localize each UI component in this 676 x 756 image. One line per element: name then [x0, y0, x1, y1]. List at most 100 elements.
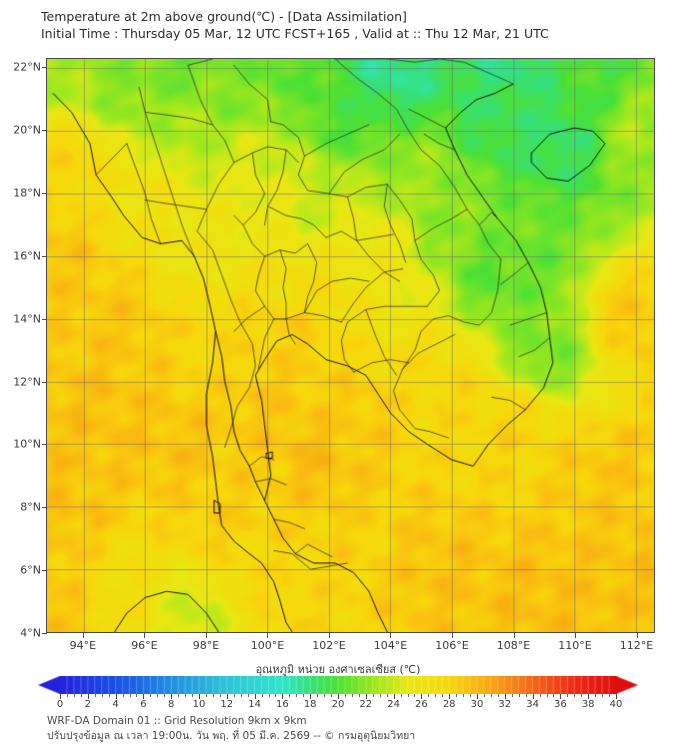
- colorbar-tick: [123, 694, 124, 697]
- colorbar-tick-label: 18: [303, 699, 317, 710]
- colorbar-tick: [394, 694, 395, 699]
- colorbar-tick-label: 0: [56, 699, 64, 710]
- colorbar-tick: [95, 694, 96, 697]
- colorbar-tick: [130, 694, 131, 697]
- lat-tick-mark: [42, 633, 47, 634]
- lat-tick-mark: [42, 319, 47, 320]
- colorbar-tick: [206, 694, 207, 697]
- colorbar-tick: [498, 694, 499, 697]
- colorbar-tick: [609, 694, 610, 697]
- colorbar-tick-label: 26: [415, 699, 428, 710]
- colorbar-tick: [220, 694, 221, 697]
- colorbar-tick: [547, 694, 548, 697]
- colorbar-tick: [234, 694, 235, 697]
- colorbar-tick: [310, 694, 311, 699]
- lon-tick-label: 108°E: [496, 639, 531, 652]
- colorbar-tick: [428, 694, 429, 697]
- colorbar-tick: [185, 694, 186, 697]
- lat-tick-mark: [42, 256, 47, 257]
- lat-tick-mark: [42, 507, 47, 508]
- colorbar-tick: [408, 694, 409, 697]
- colorbar-legend: อุณหภูมิ หน่วย องศาเซลเซียส (℃) 0 2 4 6 8 10 1…: [0, 660, 676, 710]
- colorbar-tick: [373, 694, 374, 697]
- colorbar-tick: [581, 694, 582, 697]
- colorbar-tick: [331, 694, 332, 697]
- lat-tick-mark: [42, 444, 47, 445]
- lon-tick-mark: [575, 633, 576, 638]
- colorbar-tick: [241, 694, 242, 697]
- colorbar-tick: [248, 694, 249, 697]
- lon-tick-label: 112°E: [619, 639, 654, 652]
- model-info: WRF-DA Domain 01 :: Grid Resolution 9km …: [47, 715, 307, 727]
- lon-tick-mark: [83, 633, 84, 638]
- colorbar-tick-label: 8: [168, 699, 175, 710]
- temperature-map: [46, 58, 655, 633]
- colorbar-tick: [401, 694, 402, 697]
- colorbar-tick-label: 12: [220, 699, 234, 710]
- colorbar-tick: [60, 694, 61, 699]
- lon-tick-label: 102°E: [312, 639, 346, 652]
- colorbar-tick: [387, 694, 388, 697]
- map-figure: 4°N 6°N 8°N 10°N 12°N 14°N 16°N 18°N 20°N 22°N 94…: [0, 50, 676, 652]
- colorbar-tick: [269, 694, 270, 697]
- colorbar-tick: [171, 694, 172, 699]
- lat-tick-mark: [42, 570, 47, 571]
- colorbar-gradient: [38, 676, 638, 694]
- colorbar-tick: [67, 694, 68, 697]
- lon-tick-label: 100°E: [250, 639, 285, 652]
- colorbar-tick: [116, 694, 117, 699]
- colorbar-tick-label: 20: [331, 699, 345, 710]
- colorbar-tick: [282, 694, 283, 699]
- colorbar-tick-label: 16: [276, 699, 289, 710]
- colorbar-tick: [74, 694, 75, 697]
- colorbar-tick-label: 34: [526, 699, 539, 710]
- colorbar-tick: [602, 694, 603, 697]
- colorbar-tick-label: 28: [442, 699, 456, 710]
- colorbar-tick: [449, 694, 450, 699]
- colorbar-tick-label: 22: [359, 699, 373, 710]
- colorbar-tick: [352, 694, 353, 697]
- footer-block: WRF-DA Domain 01 :: Grid Resolution 9km …: [47, 714, 647, 744]
- colorbar-tick: [102, 694, 103, 697]
- lat-tick-label: 14°N: [13, 312, 41, 326]
- lat-tick-mark: [42, 130, 47, 131]
- colorbar-tick: [512, 694, 513, 697]
- colorbar-tick: [81, 694, 82, 697]
- colorbar-tick: [338, 694, 339, 699]
- colorbar-tick: [567, 694, 568, 697]
- lon-tick-mark: [637, 633, 638, 638]
- colorbar-tick: [505, 694, 506, 699]
- lat-tick-mark: [42, 382, 47, 383]
- lon-tick-mark: [329, 633, 330, 638]
- lat-tick-label: 20°N: [13, 123, 41, 137]
- colorbar-tick: [533, 694, 534, 699]
- colorbar-tick-label: 4: [112, 699, 119, 710]
- colorbar-tick: [227, 694, 228, 699]
- lon-tick-mark: [267, 633, 268, 638]
- lat-tick-mark: [42, 193, 47, 194]
- colorbar-tick: [164, 694, 165, 697]
- colorbar-tick: [296, 694, 297, 697]
- lon-tick-mark: [144, 633, 145, 638]
- colorbar-tick: [491, 694, 492, 697]
- colorbar-tick: [414, 694, 415, 697]
- lon-tick-label: 104°E: [373, 639, 408, 652]
- colorbar-tick: [616, 694, 617, 699]
- colorbar-tick: [178, 694, 179, 697]
- colorbar-tick: [143, 694, 144, 699]
- lat-tick-label: 10°N: [13, 437, 41, 451]
- colorbar-tick: [540, 694, 541, 697]
- colorbar-tick: [442, 694, 443, 697]
- colorbar-tick: [574, 694, 575, 697]
- colorbar-tick: [421, 694, 422, 699]
- colorbar-tick-label: 10: [192, 699, 206, 710]
- page-title: Temperature at 2m above ground(℃) - [Dat…: [41, 9, 407, 24]
- colorbar-title: อุณหภูมิ หน่วย องศาเซลเซียส (℃): [255, 663, 421, 676]
- colorbar-tick: [595, 694, 596, 697]
- colorbar-tick-label: 36: [554, 699, 567, 710]
- update-credit: ปรับปรุงข้อมูล ณ เวลา 19:00น. วัน พฤ. ที…: [47, 730, 416, 742]
- lon-tick-label: 110°E: [558, 639, 592, 652]
- colorbar-tick: [289, 694, 290, 697]
- colorbar-tick-label: 6: [140, 699, 147, 710]
- colorbar-tick: [157, 694, 158, 697]
